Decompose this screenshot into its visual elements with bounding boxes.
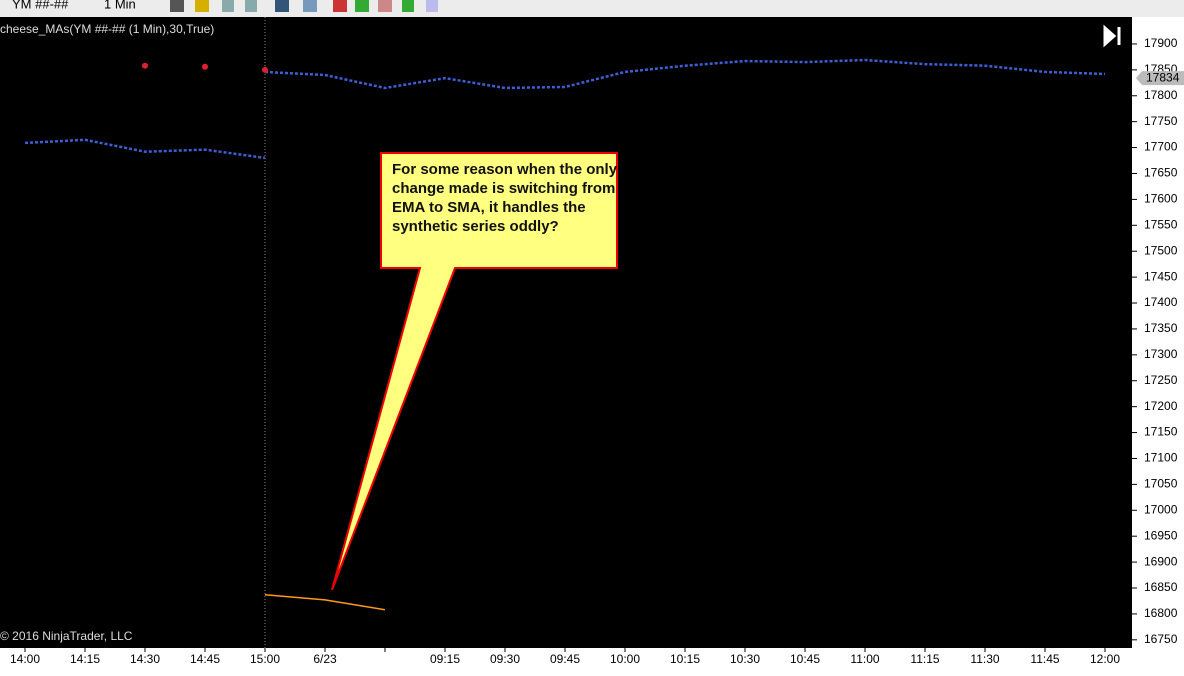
- icon[interactable]: [378, 0, 392, 12]
- dot: [262, 66, 268, 73]
- series-line: [264, 58, 1106, 90]
- x-tick-label: 14:45: [190, 652, 220, 666]
- x-tick-label: 11:15: [910, 652, 939, 666]
- y-tick-label: 16950: [1144, 528, 1178, 542]
- y-tick-label: 16900: [1144, 554, 1178, 568]
- x-tick-label: 12:00: [1090, 652, 1120, 666]
- y-tick-label: 17700: [1144, 140, 1178, 154]
- last-price-marker: [1136, 71, 1184, 86]
- interval-selector[interactable]: 1 Min: [104, 0, 136, 11]
- series-line: [24, 138, 266, 160]
- icon[interactable]: [402, 0, 414, 12]
- y-tick-label: 17150: [1144, 425, 1178, 439]
- y-tick-label: 16850: [1144, 580, 1178, 594]
- y-tick-label: 17250: [1144, 373, 1178, 387]
- x-tick-label: 10:00: [610, 652, 640, 666]
- indicator-label: cheese_MAs(YM ##-## (1 Min),30,True): [0, 22, 214, 36]
- scroll-end-button[interactable]: [1103, 24, 1121, 48]
- y-tick-label: 17100: [1144, 451, 1178, 465]
- dot: [202, 63, 208, 70]
- dot: [142, 62, 148, 69]
- x-tick-label: 10:30: [730, 652, 760, 666]
- instrument-selector[interactable]: YM ##-##: [12, 0, 69, 11]
- x-tick-label: 15:00: [250, 652, 280, 666]
- y-tick-label: 17500: [1144, 243, 1178, 257]
- y-tick-label: 17300: [1144, 347, 1178, 361]
- x-tick-label: 10:15: [670, 652, 700, 666]
- x-axis: [0, 648, 1132, 671]
- y-tick-label: 17650: [1144, 166, 1178, 180]
- y-tick-label: 17750: [1144, 114, 1178, 128]
- y-tick-label: 17800: [1144, 88, 1178, 102]
- y-tick-label: 16750: [1144, 632, 1178, 646]
- y-tick-label: 17550: [1144, 217, 1178, 231]
- toolbar: [0, 0, 1184, 17]
- callout-shape: [331, 152, 618, 591]
- last-price-label: 17834: [1146, 70, 1180, 84]
- icon[interactable]: [245, 0, 257, 12]
- x-tick-label: 11:30: [970, 652, 999, 666]
- y-tick-label: 17600: [1144, 192, 1178, 206]
- x-tick-label: 09:30: [490, 652, 520, 666]
- series-line: [264, 593, 386, 611]
- y-tick-label: 17000: [1144, 502, 1178, 516]
- y-tick-label: 17350: [1144, 321, 1178, 335]
- icon[interactable]: [426, 0, 438, 12]
- plot-area: [0, 17, 1132, 648]
- icon[interactable]: [170, 0, 184, 12]
- y-tick-label: 17200: [1144, 399, 1178, 413]
- icon[interactable]: [195, 0, 209, 12]
- icon[interactable]: [333, 0, 347, 12]
- toolbar-icons: [170, 0, 438, 12]
- y-tick-label: 17900: [1144, 36, 1178, 50]
- x-tick-label: 6/23: [313, 652, 337, 666]
- y-tick-label: 17400: [1144, 295, 1178, 309]
- icon[interactable]: [355, 0, 369, 12]
- y-axis: [1132, 17, 1184, 671]
- callout-text: For some reason when the only change mad…: [392, 161, 618, 235]
- icon[interactable]: [222, 0, 234, 12]
- x-tick-label: 09:15: [430, 652, 460, 666]
- y-tick-label: 16800: [1144, 606, 1178, 620]
- x-tick-label: 10:45: [790, 652, 820, 666]
- icon[interactable]: [275, 0, 289, 12]
- x-tick-label: 11:45: [1030, 652, 1059, 666]
- y-tick-label: 17450: [1144, 269, 1178, 283]
- y-tick-label: 17050: [1144, 477, 1178, 491]
- x-tick-label: 14:30: [130, 652, 160, 666]
- x-tick-label: 09:45: [550, 652, 580, 666]
- x-tick-label: 14:00: [10, 652, 40, 666]
- x-tick-label: 14:15: [70, 652, 100, 666]
- icon[interactable]: [303, 0, 317, 12]
- copyright: © 2016 NinjaTrader, LLC: [0, 629, 133, 643]
- x-tick-label: 11:00: [850, 652, 879, 666]
